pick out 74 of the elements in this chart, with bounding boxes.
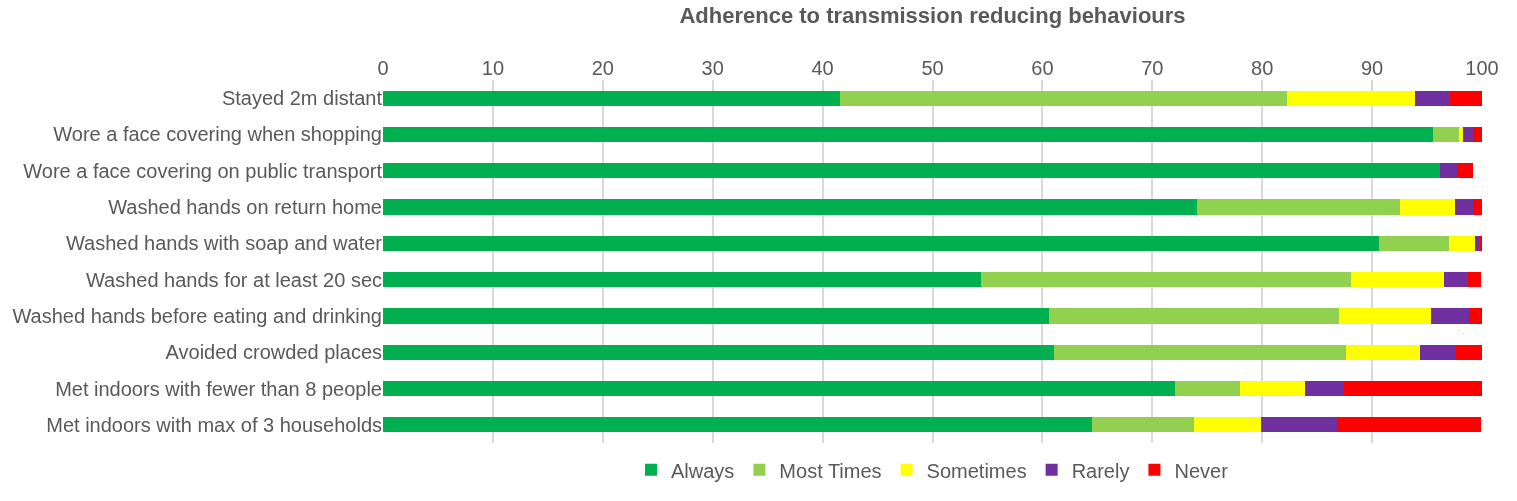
y-tick-label: Washed hands with soap and water bbox=[65, 232, 383, 255]
bar bbox=[383, 417, 1092, 433]
bar bbox=[1351, 272, 1444, 288]
bar bbox=[1091, 417, 1195, 433]
bar bbox=[1261, 417, 1337, 433]
y-tick-label: Stayed 2m distant bbox=[221, 87, 383, 110]
bar bbox=[1468, 308, 1482, 324]
bar bbox=[1443, 272, 1468, 288]
bar bbox=[383, 90, 841, 106]
x-tick-label: 40 bbox=[811, 57, 834, 79]
x-tick-label: 60 bbox=[1031, 57, 1054, 79]
bar bbox=[383, 235, 1379, 251]
x-tick-label: 50 bbox=[921, 57, 944, 79]
y-tick-label: Met indoors with max of 3 households bbox=[46, 413, 382, 436]
bar bbox=[1440, 163, 1457, 179]
y-tick-label: Avoided crowded places bbox=[165, 341, 382, 364]
bar bbox=[1458, 126, 1464, 143]
y-tick-label: Washed hands on return home bbox=[108, 196, 382, 219]
bar bbox=[1454, 199, 1474, 215]
x-tick-label: 70 bbox=[1141, 57, 1164, 79]
bar bbox=[383, 126, 1433, 143]
bar bbox=[1336, 417, 1481, 433]
y-tick-label: Washed hands before eating and drinking bbox=[12, 304, 382, 327]
bar bbox=[1456, 163, 1474, 179]
y-tick-label: Wore a face covering on public transport bbox=[23, 159, 383, 182]
x-tick-label: 80 bbox=[1251, 57, 1274, 79]
legend-label: Most Times bbox=[779, 459, 882, 482]
chart-title: Adherence to transmission reducing behaviours bbox=[679, 2, 1186, 28]
bar bbox=[1175, 380, 1241, 397]
bar bbox=[1473, 199, 1482, 215]
bar bbox=[1420, 344, 1456, 360]
bar bbox=[383, 308, 1049, 324]
bar bbox=[1432, 126, 1459, 143]
bar bbox=[1399, 199, 1455, 215]
bar bbox=[1414, 90, 1451, 106]
x-tick-label: 90 bbox=[1360, 57, 1384, 79]
bar bbox=[383, 272, 981, 288]
bar bbox=[1343, 380, 1482, 397]
bar bbox=[1287, 90, 1415, 106]
bar bbox=[1431, 308, 1469, 324]
bar bbox=[1455, 344, 1482, 360]
bar bbox=[1473, 126, 1482, 143]
bar bbox=[1378, 235, 1450, 251]
bar bbox=[1240, 380, 1306, 397]
bar bbox=[1048, 308, 1340, 324]
x-tick-label: 20 bbox=[591, 57, 614, 79]
x-tick-label: 0 bbox=[377, 57, 389, 79]
y-tick-label: Wore a face covering when shopping bbox=[53, 123, 382, 146]
x-tick-label: 100 bbox=[1465, 57, 1499, 79]
legend-label: Rarely bbox=[1071, 459, 1130, 482]
bar bbox=[1463, 126, 1474, 143]
bar bbox=[1345, 344, 1421, 360]
bar bbox=[383, 163, 1441, 179]
y-tick-label: Met indoors with fewer than 8 people bbox=[55, 377, 382, 400]
bar bbox=[383, 199, 1198, 215]
y-tick-label: Washed hands for at least 20 sec bbox=[85, 268, 382, 291]
bar bbox=[980, 272, 1352, 288]
bar bbox=[1305, 380, 1344, 397]
x-tick-label: 10 bbox=[481, 57, 505, 79]
bar bbox=[383, 380, 1176, 397]
bar bbox=[1475, 235, 1480, 251]
legend-label: Sometimes bbox=[926, 459, 1027, 482]
x-tick-label: 30 bbox=[701, 57, 724, 79]
legend-label: Always bbox=[671, 459, 735, 482]
bar bbox=[1194, 417, 1262, 433]
bar bbox=[1054, 344, 1346, 360]
legend-label: Never bbox=[1174, 459, 1229, 482]
bar bbox=[1449, 235, 1476, 251]
bar bbox=[1450, 90, 1482, 106]
bar bbox=[840, 90, 1288, 106]
bar bbox=[1339, 308, 1432, 324]
bar bbox=[383, 344, 1055, 360]
bar bbox=[1467, 272, 1481, 288]
bar bbox=[1197, 199, 1400, 215]
